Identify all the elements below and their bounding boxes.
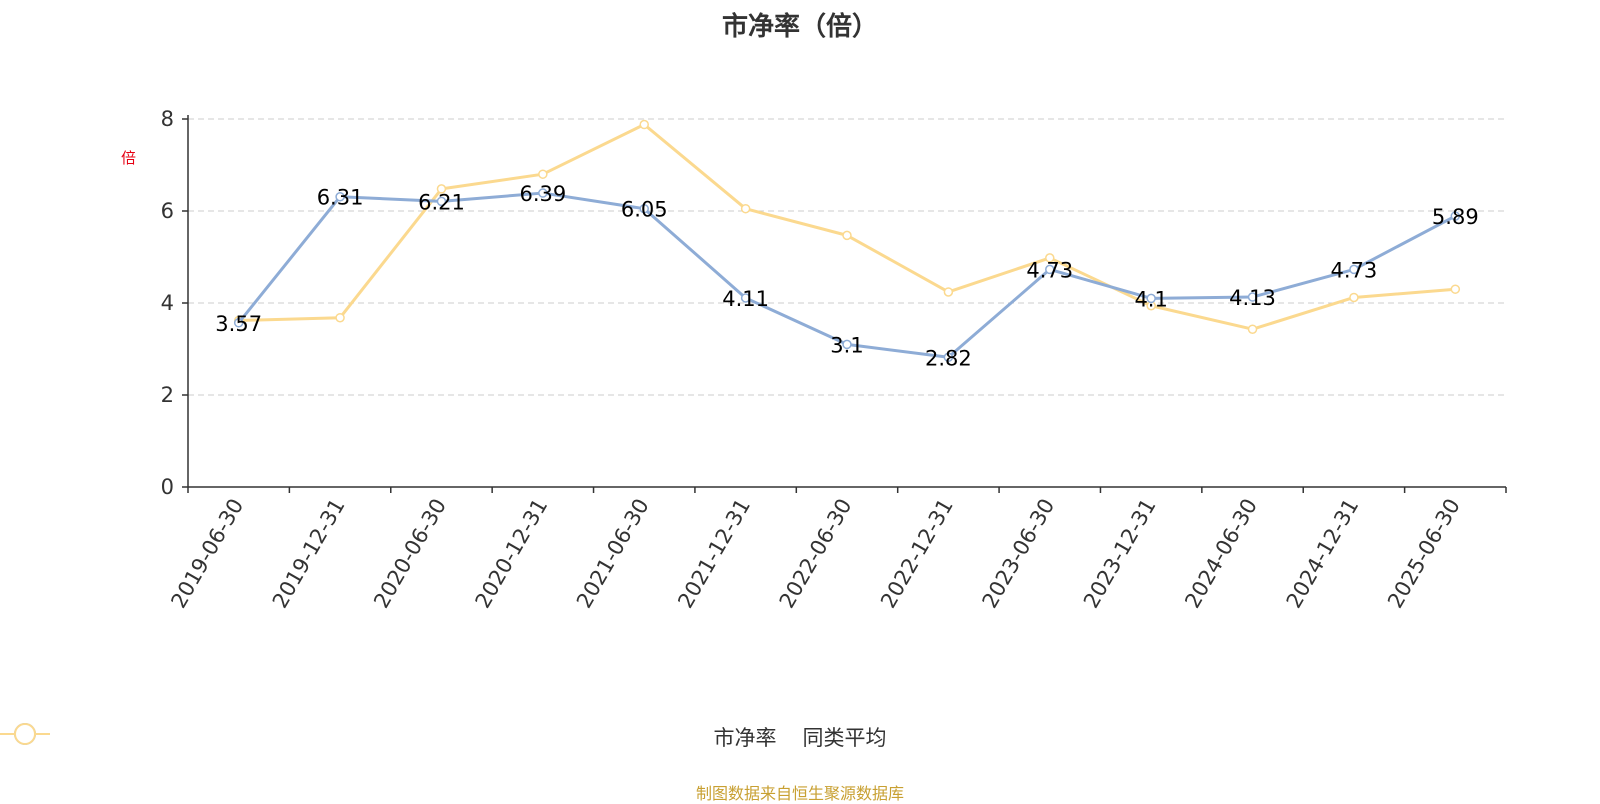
data-label-0: 3.57 (215, 312, 262, 336)
series-2-point-4 (639, 119, 649, 130)
data-label-6: 3.1 (830, 333, 863, 357)
series-1-point-10 (1247, 292, 1258, 302)
legend-marker-series-2 (0, 723, 50, 745)
data-label-12: 5.89 (1432, 205, 1479, 229)
series-2-point-10 (1247, 324, 1258, 334)
series-1-point-3 (538, 188, 548, 198)
source-footer: 制图数据来自恒生聚源数据库 (695, 784, 904, 803)
series-1-point-5 (740, 293, 751, 303)
data-label-10: 4.13 (1229, 286, 1276, 310)
chart-title: 市净率（倍） (721, 12, 878, 42)
y-tick-label-4: 8 (161, 107, 174, 131)
series-1-point-2 (436, 196, 447, 207)
series-1-point-12 (1450, 211, 1461, 221)
data-label-11: 4.73 (1331, 258, 1378, 282)
x-tick-label-11: 2024-12-31 (1282, 495, 1364, 613)
line-chart: 0 2 4 6 8 2019-06-30 2019-12-31 2020-06-30 2020-… (161, 107, 1507, 613)
data-label-3: 6.39 (519, 182, 566, 206)
legend: 市净率 同类平均 (0, 722, 1600, 752)
series-2-point-11 (1349, 292, 1359, 303)
data-label-9: 4.1 (1134, 287, 1167, 311)
series-1-point-6 (842, 339, 852, 350)
series-2-point-6 (842, 230, 852, 241)
x-tick-label-10: 2024-06-30 (1180, 495, 1262, 613)
data-label-7: 2.82 (925, 346, 972, 370)
data-label-5: 4.11 (722, 287, 769, 311)
x-tick-label-6: 2022-06-30 (775, 495, 857, 613)
y-tick-label-3: 6 (161, 199, 174, 223)
series-1-point-7 (943, 352, 954, 363)
legend-label-series-2: 同类平均 (802, 726, 887, 750)
x-tick-label-2: 2020-06-30 (369, 495, 451, 613)
y-tick-label-1: 2 (161, 383, 174, 407)
series-1-point-1 (335, 191, 345, 202)
legend-item-series-1[interactable]: 市净率 (0, 722, 777, 752)
x-tick-label-12: 2025-06-30 (1383, 495, 1465, 613)
series-1-point-11 (1349, 264, 1359, 275)
x-tick-label-3: 2020-12-31 (471, 495, 553, 613)
x-tick-label-4: 2021-06-30 (572, 495, 654, 613)
series-2-point-7 (943, 287, 954, 297)
x-tick-label-7: 2022-12-31 (876, 495, 958, 613)
x-tick-label-8: 2023-06-30 (977, 495, 1059, 613)
y-tick-label-0: 0 (161, 475, 174, 499)
series-1-point-4 (639, 203, 649, 214)
data-label-2: 6.21 (418, 190, 465, 214)
legend-label-series-1: 市净率 (713, 726, 777, 750)
x-tick-label-5: 2021-12-31 (673, 495, 755, 613)
x-tick-label-0: 2019-06-30 (166, 495, 248, 613)
x-tick-label-9: 2023-12-31 (1079, 495, 1161, 613)
series-1-point-9 (1146, 293, 1156, 304)
series-2-point-8 (1045, 253, 1055, 263)
data-label-4: 6.05 (621, 198, 668, 222)
series-1-point-8 (1045, 264, 1055, 275)
series-2-point-1 (335, 312, 345, 323)
data-label-8: 4.73 (1026, 258, 1073, 282)
series-2-point-5 (740, 203, 751, 214)
y-axis-label: 倍 (119, 150, 137, 165)
series-2-point-2 (436, 184, 447, 194)
y-tick-label-2: 4 (161, 291, 174, 315)
series-1-point-0 (233, 318, 244, 328)
legend-item-series-2[interactable]: 同类平均 (0, 722, 887, 752)
series-2-point-12 (1450, 284, 1461, 294)
data-label-1: 6.31 (317, 186, 364, 210)
x-tick-label-1: 2019-12-31 (268, 495, 350, 613)
series-2-point-3 (538, 169, 548, 179)
